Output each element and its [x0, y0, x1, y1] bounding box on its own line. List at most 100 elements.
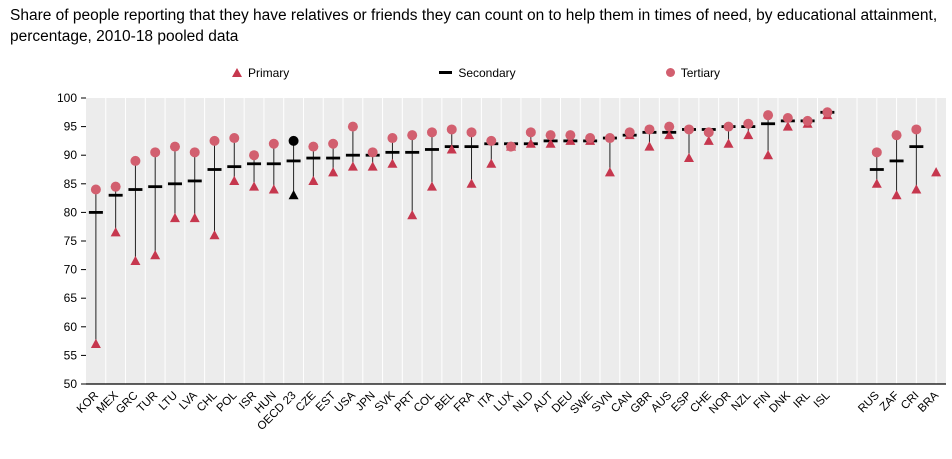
primary-marker-CZE — [308, 175, 319, 185]
tertiary-marker-COL — [426, 127, 437, 138]
secondary-marker-KOR — [88, 210, 103, 214]
plot-background — [86, 97, 946, 384]
tertiary-marker-NZL — [743, 118, 754, 129]
primary-marker-POL — [229, 175, 240, 185]
x-axis-label-IRL: IRL — [792, 389, 814, 411]
primary-marker-CHE — [703, 135, 714, 145]
legend-item-primary: Primary — [231, 65, 290, 80]
x-axis-label-NLD: NLD — [511, 389, 536, 414]
tertiary-marker-CHL — [209, 135, 220, 146]
x-axis-label-ISL: ISL — [812, 389, 833, 410]
primary-marker-USA — [347, 161, 358, 171]
primary-marker-AUT — [545, 138, 556, 148]
tertiary-marker-AUT — [545, 130, 556, 141]
tertiary-marker-AUS — [664, 121, 675, 132]
primary-marker-FRA — [466, 178, 477, 188]
tertiary-marker-ESP — [683, 124, 694, 135]
secondary-marker-ISR — [247, 162, 262, 166]
primary-marker-AUS — [664, 129, 675, 140]
x-axis-label-CZE: CZE — [294, 389, 319, 414]
x-axis-label-KOR: KOR — [75, 389, 101, 415]
primary-marker-DEU — [565, 135, 576, 145]
secondary-marker-USA — [345, 153, 360, 157]
tertiary-marker-LVA — [189, 147, 200, 158]
tertiary-marker-GBR — [644, 124, 655, 135]
x-axis-label-FRA: FRA — [452, 389, 477, 414]
tertiary-marker-TUR — [150, 147, 161, 158]
tertiary-marker-ISR — [249, 150, 260, 161]
y-axis-label: 90 — [64, 148, 78, 162]
x-axis-label-POL: POL — [215, 389, 240, 414]
tertiary-marker-LTU — [169, 141, 180, 152]
tertiary-marker-ISL — [822, 107, 833, 118]
x-axis-label-SWE: SWE — [568, 389, 595, 416]
tertiary-marker-CAN — [624, 127, 635, 138]
tertiary-marker-ITA — [486, 135, 497, 146]
x-axis-label-BEL: BEL — [433, 389, 457, 413]
primary-marker-COL — [426, 181, 437, 191]
secondary-marker-HUN — [266, 162, 281, 166]
x-axis-label-LUX: LUX — [492, 389, 517, 414]
primary-marker-ESP — [683, 152, 694, 162]
x-axis-label-COL: COL — [412, 389, 438, 415]
tertiary-marker-SVN — [604, 132, 615, 143]
triangle-icon — [231, 68, 242, 78]
tertiary-marker-LUX — [506, 141, 517, 152]
x-axis-label-CHL: CHL — [195, 389, 220, 414]
y-axis-label: 100 — [57, 91, 77, 105]
secondary-marker-CRI — [909, 145, 924, 148]
y-axis-label: 70 — [64, 262, 78, 276]
primary-marker-BRA — [931, 167, 942, 177]
primary-marker-PRT — [407, 209, 418, 220]
legend-label-primary: Primary — [247, 65, 290, 80]
primary-marker-TUR — [150, 249, 161, 260]
primary-marker-MEX — [110, 227, 121, 237]
primary-marker-NOR — [723, 138, 734, 148]
tertiary-marker-SVK — [387, 132, 398, 143]
secondary-marker-CHL — [207, 167, 222, 171]
primary-marker-OECD 23 — [288, 189, 299, 200]
secondary-marker-MEX — [108, 193, 123, 197]
primary-marker-EST — [328, 167, 339, 177]
dash-icon — [439, 71, 453, 75]
tertiary-marker-EST — [328, 138, 339, 149]
x-axis-label-BRA: BRA — [916, 389, 941, 414]
y-axis-label: 55 — [64, 348, 78, 362]
tertiary-marker-HUN — [268, 138, 279, 149]
primary-marker-HUN — [268, 184, 279, 194]
y-axis-label: 75 — [64, 234, 78, 248]
primary-marker-LTU — [169, 212, 180, 222]
chart-svg: 50556065707580859095100KORMEXGRCTURLTULV… — [57, 91, 946, 433]
secondary-marker-PRT — [405, 150, 420, 154]
tertiary-marker-ZAF — [891, 130, 902, 141]
secondary-marker-ZAF — [889, 159, 904, 163]
x-axis-label-EST: EST — [314, 389, 338, 413]
tertiary-marker-MEX — [110, 181, 121, 192]
tertiary-marker-USA — [347, 121, 358, 132]
tertiary-marker-SWE — [585, 132, 596, 143]
primary-marker-LVA — [189, 212, 200, 222]
primary-marker-SVN — [604, 167, 615, 177]
tertiary-marker-PRT — [407, 130, 418, 141]
primary-marker-SVK — [387, 158, 398, 168]
primary-marker-GBR — [644, 141, 655, 151]
secondary-marker-GRC — [128, 187, 143, 191]
y-axis-label: 60 — [64, 320, 78, 334]
tertiary-marker-JPN — [367, 147, 378, 158]
secondary-marker-LTU — [167, 182, 182, 186]
tertiary-marker-FIN — [763, 110, 774, 121]
primary-marker-GRC — [130, 255, 141, 265]
primary-marker-NZL — [743, 129, 754, 140]
tertiary-marker-CRI — [911, 124, 922, 135]
primary-marker-DNK — [782, 121, 793, 131]
tertiary-marker-IRL — [802, 115, 813, 126]
secondary-marker-FIN — [761, 122, 776, 125]
x-axis-label-CAN: CAN — [609, 389, 635, 415]
secondary-marker-RUS — [869, 167, 884, 171]
tertiary-marker-FRA — [466, 127, 477, 138]
secondary-marker-COL — [424, 147, 439, 151]
x-axis-label-GBR: GBR — [628, 389, 654, 415]
primary-marker-CRI — [911, 184, 922, 194]
primary-marker-JPN — [367, 161, 378, 171]
